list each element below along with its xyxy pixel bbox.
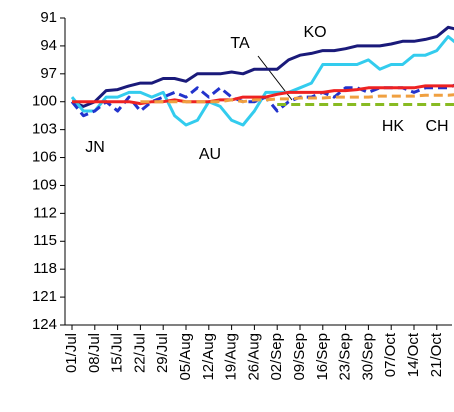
series-label: JN — [85, 139, 105, 156]
x-tick-label: 16/Sep — [314, 333, 331, 381]
x-tick-label: 09/Sep — [291, 333, 308, 381]
y-tick-label: 91 — [40, 9, 57, 26]
x-tick-label: 23/Sep — [337, 333, 354, 381]
series-label: HK — [382, 118, 405, 135]
y-tick-label: 94 — [40, 37, 57, 54]
y-tick-label: 100 — [32, 93, 57, 110]
x-tick-label: 29/Jul — [154, 333, 171, 373]
y-tick-label: 121 — [32, 288, 57, 305]
x-tick-label: 30/Sep — [359, 333, 376, 381]
x-tick-label: 12/Aug — [200, 333, 217, 381]
x-tick-label: 22/Jul — [131, 333, 148, 373]
y-tick-label: 112 — [33, 204, 57, 221]
x-tick-label: 19/Aug — [223, 333, 240, 381]
series-line — [70, 35, 454, 127]
series-label: KO — [303, 24, 326, 41]
y-tick-label: 115 — [33, 232, 57, 249]
y-tick-label: 97 — [40, 65, 57, 82]
x-tick-label: 05/Aug — [177, 333, 194, 381]
x-tick-label: 15/Jul — [109, 333, 126, 373]
series-label: AU — [199, 146, 221, 163]
x-tick-label: 14/Oct — [405, 332, 422, 377]
y-tick-label: 106 — [32, 149, 57, 166]
series-label: TA — [230, 35, 250, 52]
x-tick-label: 02/Sep — [268, 333, 285, 381]
x-tick-label: 01/Jul — [63, 333, 80, 373]
y-tick-label: 103 — [32, 121, 57, 138]
series-line — [72, 84, 454, 106]
series-line — [140, 93, 454, 104]
y-tick-label: 109 — [32, 176, 57, 193]
x-tick-label: 26/Aug — [245, 333, 262, 381]
series-label: CH — [425, 118, 448, 135]
series-line — [71, 25, 454, 108]
y-tick-label: 118 — [33, 260, 57, 277]
x-tick-label: 08/Jul — [86, 333, 103, 373]
x-tick-label: 21/Oct — [428, 332, 445, 377]
y-tick-label: 124 — [32, 316, 57, 333]
x-tick-label: 07/Oct — [382, 332, 399, 377]
